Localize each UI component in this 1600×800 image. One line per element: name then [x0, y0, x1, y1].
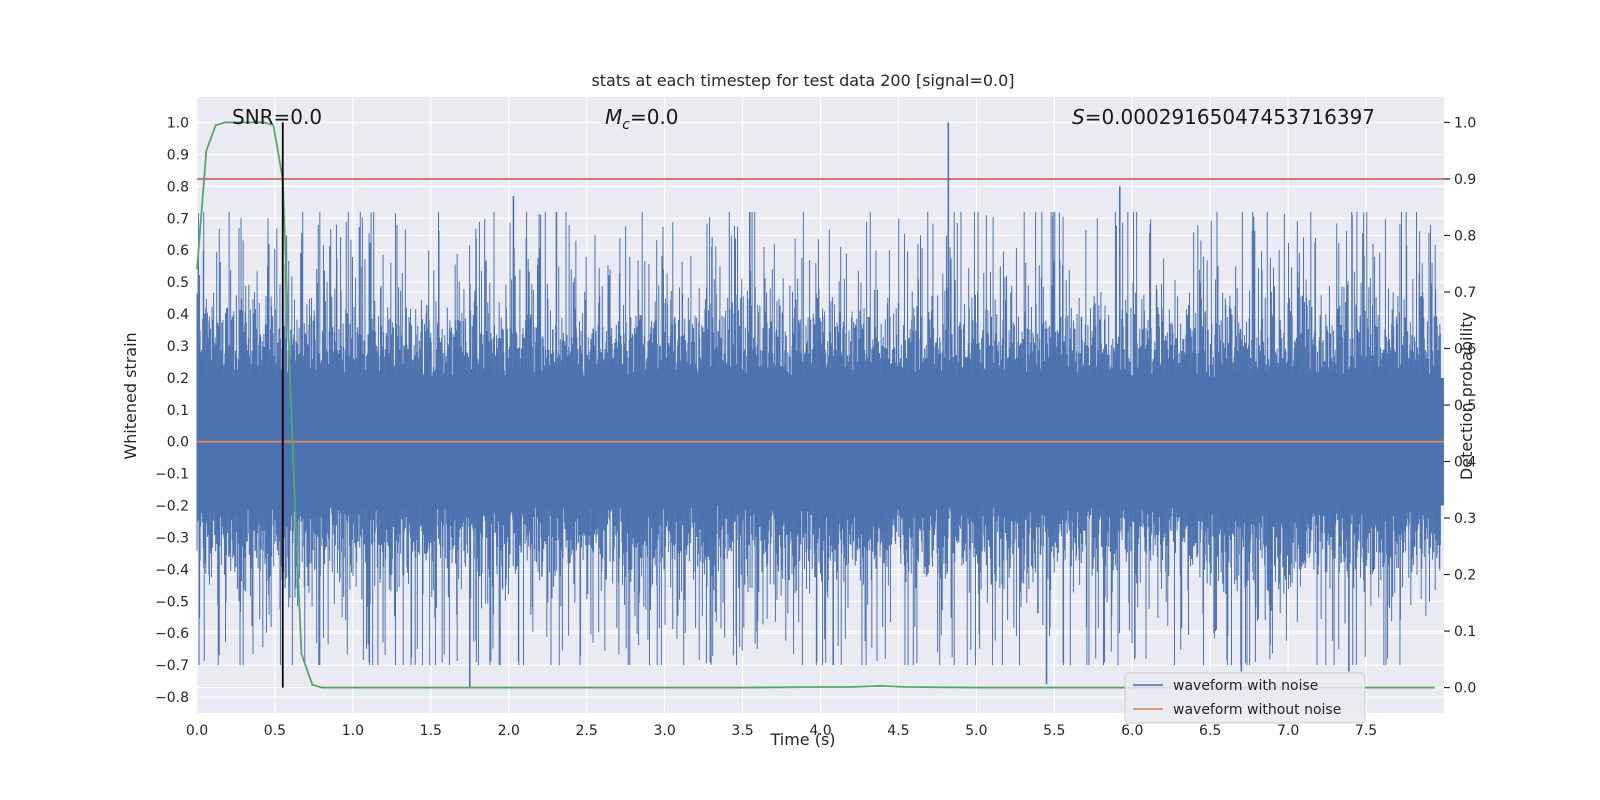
legend-label-noise: waveform with noise: [1173, 678, 1318, 694]
y-tick-label-8: 0.2: [167, 371, 189, 387]
y-tick-label-4: 0.6: [167, 243, 189, 259]
x-tick-label-5: 2.5: [576, 723, 598, 739]
mc-symbol: M: [605, 105, 622, 129]
x-tick-label-6: 3.0: [653, 723, 675, 739]
y2-axis-label: Detection probability: [1457, 312, 1476, 480]
y2-tick-label-6: 0.4: [1454, 455, 1476, 471]
mc-annotation: Mc=0.0: [605, 105, 679, 133]
y2-tick-label-1: 0.9: [1454, 172, 1476, 188]
y-tick-label-5: 0.5: [167, 275, 189, 291]
y2-tick-label-10: 0.0: [1454, 681, 1476, 697]
y-tick-label-12: −0.2: [155, 499, 189, 515]
x-tick-label-4: 2.0: [498, 723, 520, 739]
x-tick-label-3: 1.5: [420, 723, 442, 739]
mc-subscript: c: [622, 117, 630, 133]
series-detection-probability: [196, 121, 1435, 689]
x-tick-label-1: 0.5: [264, 723, 286, 739]
overlay-lines: [196, 121, 1444, 689]
x-tick-label-12: 6.0: [1121, 723, 1143, 739]
y-tick-label-7: 0.3: [167, 339, 189, 355]
y-axis-label: Whitened strain: [121, 332, 140, 459]
x-tick-label-13: 6.5: [1199, 723, 1221, 739]
y-tick-label-13: −0.3: [155, 530, 189, 546]
y-tick-label-14: −0.4: [155, 562, 189, 578]
x-tick-label-10: 5.0: [965, 723, 987, 739]
x-tick-label-7: 3.5: [731, 723, 753, 739]
s-symbol: S: [1072, 105, 1085, 129]
y-tick-label-1: 0.9: [167, 147, 189, 163]
legend: waveform with noise waveform without noi…: [1124, 672, 1366, 724]
y-tick-label-17: −0.7: [155, 658, 189, 674]
y2-tick-label-7: 0.3: [1454, 511, 1476, 527]
x-tick-label-14: 7.0: [1277, 723, 1299, 739]
y-tick-label-9: 0.1: [167, 403, 189, 419]
y2-tick-label-9: 0.1: [1454, 624, 1476, 640]
y-tick-label-0: 1.0: [167, 116, 189, 132]
legend-label-clean: waveform without noise: [1173, 702, 1341, 718]
mc-value: =0.0: [630, 105, 679, 129]
y-tick-label-2: 0.8: [167, 179, 189, 195]
x-axis-label: Time (s): [769, 730, 835, 749]
x-tick-label-8: 4.0: [809, 723, 831, 739]
y-tick-label-6: 0.4: [167, 307, 189, 323]
y2-tick-label-3: 0.7: [1454, 285, 1476, 301]
y-tick-label-10: 0.0: [167, 435, 189, 451]
y2-tick-label-2: 0.8: [1454, 228, 1476, 244]
y-tick-label-11: −0.1: [155, 467, 189, 483]
legend-box: [1124, 672, 1366, 724]
y2-tick-label-5: 0.5: [1454, 398, 1476, 414]
s-annotation: S=0.00029165047453716397: [1072, 105, 1375, 129]
chart-title: stats at each timestep for test data 200…: [591, 71, 1014, 90]
y2-tick-label-4: 0.6: [1454, 341, 1476, 357]
y-tick-label-18: −0.8: [155, 690, 189, 706]
x-tick-label-0: 0.0: [186, 723, 208, 739]
tick-labels: 0.0 0.5 1.0 1.5 2.0 2.5 3.0 3.5 4.0 4.5 5.0 5.5 6.0 6…: [155, 115, 1476, 739]
y-tick-label-16: −0.6: [155, 626, 189, 642]
snr-annotation: SNR=0.0: [232, 105, 322, 129]
x-tick-label-11: 5.5: [1043, 723, 1065, 739]
y2-tick-label-0: 1.0: [1454, 115, 1476, 131]
y-tick-label-3: 0.7: [167, 211, 189, 227]
x-tick-label-15: 7.5: [1355, 723, 1377, 739]
y2-tick-label-8: 0.2: [1454, 568, 1476, 584]
x-tick-label-2: 1.0: [342, 723, 364, 739]
y-tick-label-15: −0.5: [155, 594, 189, 610]
x-tick-label-9: 4.5: [887, 723, 909, 739]
s-value: =0.00029165047453716397: [1085, 105, 1375, 129]
